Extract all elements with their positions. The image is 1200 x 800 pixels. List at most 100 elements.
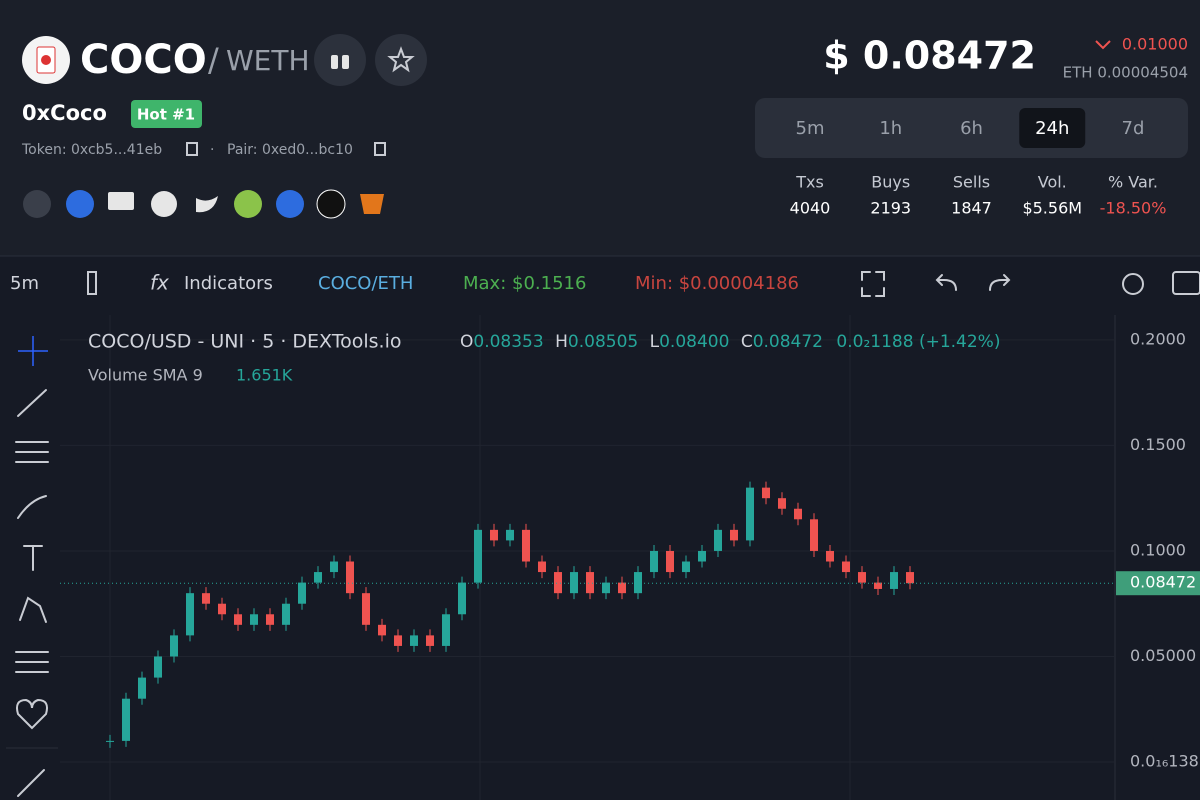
favorites-tool[interactable] bbox=[16, 698, 48, 730]
interval[interactable]: 5m bbox=[10, 273, 39, 294]
stat-label: Buys bbox=[871, 173, 910, 192]
link-icon[interactable] bbox=[66, 190, 94, 218]
candle-body bbox=[458, 582, 466, 615]
bar-change: 0.0₂1188 (+1.42%) bbox=[836, 332, 1000, 352]
y-tick-label: 0.05000 bbox=[1130, 646, 1196, 665]
h-key: H bbox=[555, 332, 568, 352]
candle-body bbox=[202, 593, 210, 604]
indicators-button[interactable]: Indicators bbox=[184, 273, 273, 294]
scan-button[interactable] bbox=[314, 34, 366, 86]
candle-body bbox=[362, 593, 370, 625]
candle-body bbox=[794, 508, 802, 520]
price-change: 0.01000 bbox=[1122, 35, 1188, 54]
icon bbox=[331, 55, 338, 69]
candle-body bbox=[538, 561, 546, 573]
redo-icon[interactable] bbox=[989, 274, 1011, 291]
fullscreen-icon[interactable] bbox=[861, 271, 885, 297]
time-tab[interactable]: 7d bbox=[1122, 118, 1145, 139]
candle-body bbox=[298, 582, 306, 604]
down-arrow bbox=[1095, 40, 1111, 50]
candle-body bbox=[874, 582, 882, 589]
share-icon[interactable] bbox=[23, 190, 51, 218]
copy-icon[interactable] bbox=[186, 142, 198, 156]
logo-suit bbox=[41, 55, 51, 65]
o-key: O bbox=[460, 332, 473, 352]
l-key: L bbox=[650, 332, 660, 352]
time-tab[interactable]: 5m bbox=[796, 118, 825, 139]
website-icon[interactable] bbox=[108, 192, 134, 210]
favorite-button[interactable] bbox=[375, 34, 427, 86]
c-value: 0.08472 bbox=[753, 332, 823, 352]
y-tick-label: 0.2000 bbox=[1130, 329, 1186, 348]
candle-body bbox=[314, 572, 322, 583]
camera-icon[interactable] bbox=[1172, 271, 1200, 295]
cmc-icon[interactable] bbox=[276, 190, 304, 218]
candle-body bbox=[826, 550, 834, 562]
telegram-icon[interactable] bbox=[151, 191, 177, 217]
compare-pair[interactable]: COCO/ETH bbox=[318, 273, 413, 294]
social-links bbox=[23, 189, 384, 219]
undo-icon[interactable] bbox=[935, 274, 957, 291]
candle-icon[interactable] bbox=[87, 271, 97, 295]
y-tick-label: 0.0₁₆138 bbox=[1130, 752, 1199, 771]
icon bbox=[342, 55, 349, 69]
candle-body bbox=[106, 740, 114, 742]
time-tab[interactable]: 1h bbox=[879, 118, 902, 139]
stat-value: -18.50% bbox=[1100, 199, 1167, 218]
candle-body bbox=[890, 572, 898, 589]
stat-label: Vol. bbox=[1038, 173, 1067, 192]
candle-body bbox=[858, 572, 866, 583]
stat-value: 1847 bbox=[951, 199, 992, 218]
candle-body bbox=[778, 498, 786, 509]
c-key: C bbox=[741, 332, 753, 352]
coingecko-icon[interactable] bbox=[234, 190, 262, 218]
candle-body bbox=[682, 561, 690, 573]
candle-body bbox=[442, 614, 450, 646]
candle-body bbox=[250, 614, 258, 625]
time-tab[interactable]: 6h bbox=[960, 118, 983, 139]
settings-icon[interactable] bbox=[1122, 273, 1144, 295]
l-value: 0.08400 bbox=[659, 332, 729, 352]
candle-body bbox=[810, 519, 818, 551]
ohlc: O0.08353 H0.08505 L0.08400 C0.08472 0.0₂… bbox=[460, 332, 1000, 352]
candle-body bbox=[138, 677, 146, 699]
h-value: 0.08505 bbox=[568, 332, 638, 352]
ruler-tool[interactable] bbox=[17, 769, 45, 797]
hot-badge-text: Hot #1 bbox=[137, 106, 195, 124]
candle-body bbox=[650, 550, 658, 573]
y-tick-label: 0.1000 bbox=[1130, 540, 1186, 559]
candle-body bbox=[698, 550, 706, 562]
candle-body bbox=[154, 656, 162, 678]
stat-label: Txs bbox=[795, 173, 824, 192]
candle-body bbox=[570, 572, 578, 594]
candle-body bbox=[618, 582, 626, 594]
pattern-tool[interactable] bbox=[19, 596, 47, 623]
time-tab[interactable]: 24h bbox=[1035, 118, 1069, 139]
candle-body bbox=[714, 529, 722, 551]
crosshair-tool[interactable] bbox=[18, 336, 48, 366]
stat-label: % Var. bbox=[1108, 173, 1158, 192]
trendline-tool[interactable] bbox=[17, 389, 47, 417]
candle-body bbox=[554, 572, 562, 594]
brush-tool[interactable] bbox=[17, 495, 47, 519]
candle-body bbox=[186, 593, 194, 636]
metamask-icon[interactable] bbox=[360, 194, 384, 214]
fib-tool[interactable] bbox=[15, 441, 49, 463]
token-name: 0xCoco bbox=[22, 101, 107, 125]
candle-body bbox=[394, 635, 402, 646]
text-tool[interactable] bbox=[23, 545, 43, 571]
pair-quote: WETH bbox=[226, 44, 310, 77]
copy-icon[interactable] bbox=[374, 142, 386, 156]
volume-value: 1.651K bbox=[236, 366, 293, 385]
candle-body bbox=[474, 529, 482, 583]
prediction-tool[interactable] bbox=[15, 651, 49, 673]
dapp-icon[interactable] bbox=[316, 189, 346, 219]
star-icon bbox=[387, 46, 415, 73]
price: $ 0.08472 bbox=[823, 34, 1036, 78]
candle-body bbox=[490, 529, 498, 541]
stat-value: 2193 bbox=[870, 199, 911, 218]
twitter-icon[interactable] bbox=[196, 196, 218, 213]
stat-label: Sells bbox=[953, 173, 990, 192]
candle-body bbox=[762, 487, 770, 499]
